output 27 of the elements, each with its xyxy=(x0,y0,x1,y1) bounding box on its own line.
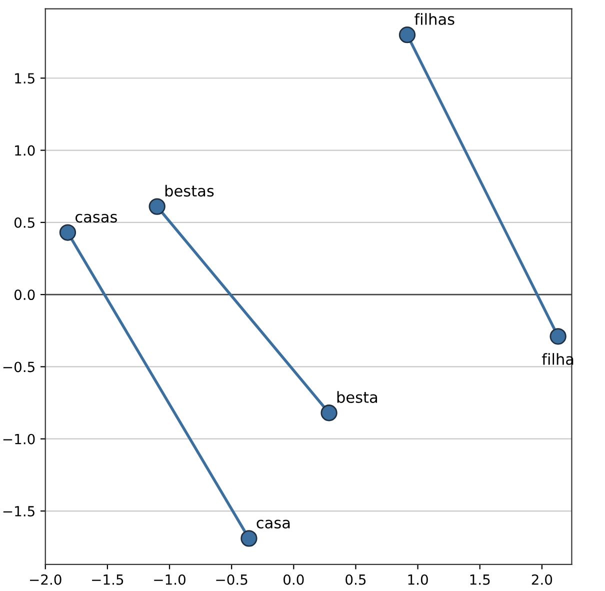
y-tick-label: −0.5 xyxy=(3,362,34,372)
x-tick-label: 2.0 xyxy=(532,574,552,585)
point xyxy=(240,530,258,547)
y-tick-label: 1.5 xyxy=(15,73,34,84)
annotation: casas xyxy=(76,214,117,223)
annotation: besta xyxy=(337,391,377,403)
point xyxy=(398,26,416,44)
y-tick-label: −1.0 xyxy=(3,434,35,444)
x-tick-label: 0.0 xyxy=(284,574,304,585)
x-tick-label: 1.0 xyxy=(408,574,428,585)
x-tick-label: −0.5 xyxy=(216,574,248,585)
point xyxy=(320,404,338,422)
point xyxy=(148,198,166,215)
x-tick-label: 0.5 xyxy=(346,574,366,585)
y-tick-label: 0.0 xyxy=(14,290,35,300)
x-tick-label: 1.5 xyxy=(470,574,490,585)
annotation: casa xyxy=(256,520,290,529)
y-tick-label: 1.0 xyxy=(15,145,35,156)
annotation: filhas xyxy=(414,13,454,25)
annotation: bestas xyxy=(165,184,214,197)
x-tick-label: −2.0 xyxy=(30,574,62,585)
point xyxy=(59,224,76,241)
x-tick-label: −1.5 xyxy=(92,574,124,585)
y-tick-label: 0.5 xyxy=(14,217,34,228)
point xyxy=(550,328,566,345)
x-tick-label: −1.0 xyxy=(154,574,186,585)
y-tick-label: −1.5 xyxy=(3,506,34,516)
